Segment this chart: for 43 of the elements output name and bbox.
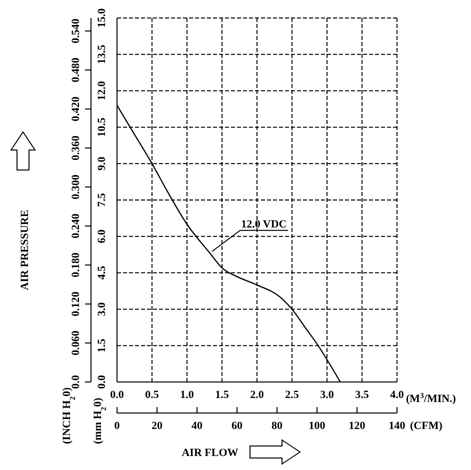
y2-tick-label: 0.480: [70, 57, 82, 82]
text: AIR FLOW: [182, 447, 238, 459]
x-tick-label: 4.0: [390, 388, 404, 401]
y-tick-label: 15.0: [96, 8, 108, 28]
x-tick-label: 1.5: [215, 388, 230, 401]
y2-tick-label: 0.120: [70, 291, 82, 316]
x-axis-title: (M$^{3}$/MIN.): [406, 390, 456, 405]
y2-tick-label: 0.300: [70, 174, 82, 200]
x2-axis-title: (CFM): [410, 420, 443, 432]
x2-tick-label: 0: [114, 420, 120, 432]
x-tick-label: 3.0: [320, 388, 334, 401]
y-tick-label: 12.0: [96, 80, 108, 100]
x2-tick-label: 40: [192, 420, 203, 432]
y-tick-label: 0.0: [96, 374, 108, 389]
x-tick-label: 1.0: [180, 388, 194, 401]
x-tick-label: 0.5: [145, 388, 160, 401]
y2-tick-label: 0.360: [70, 135, 82, 160]
y-tick-label: 4.5: [96, 265, 108, 280]
x-tick-label: 2.5: [285, 388, 300, 401]
y2-tick-label: 0.180: [70, 252, 82, 278]
x2-tick-label: 120: [348, 420, 366, 432]
y-tick-label: 6.0: [96, 229, 108, 244]
y-tick-label: 1.5: [96, 338, 108, 352]
x2-tick-label: 60: [232, 420, 243, 432]
x-tick-label: 3.5: [355, 388, 370, 401]
y-tick-label: 10.5: [96, 117, 108, 137]
y2-tick-label: 0.240: [70, 213, 82, 238]
y-tick-label: 7.5: [96, 192, 108, 207]
y-tick-label: 3.0: [96, 302, 108, 316]
x-tick-label: 0.0: [110, 388, 124, 401]
x2-tick-label: 20: [152, 420, 163, 432]
x2-tick-label: 80: [272, 420, 283, 432]
annotation: 12.0 VDC: [241, 218, 287, 230]
text: AIR PRESSURE: [19, 210, 31, 290]
x2-tick-label: 100: [308, 420, 326, 432]
y2-tick-label: 0.420: [70, 96, 82, 122]
x2-tick-label: 140: [388, 420, 406, 432]
y-tick-label: 13.5: [96, 44, 108, 64]
x-tick-label: 2.0: [250, 388, 264, 401]
y2-tick-label: 0.060: [70, 330, 82, 356]
y-tick-label: 9.0: [96, 156, 108, 170]
y2-tick-label: 0.0: [70, 374, 82, 389]
y2-tick-label: 0.540: [70, 18, 82, 44]
